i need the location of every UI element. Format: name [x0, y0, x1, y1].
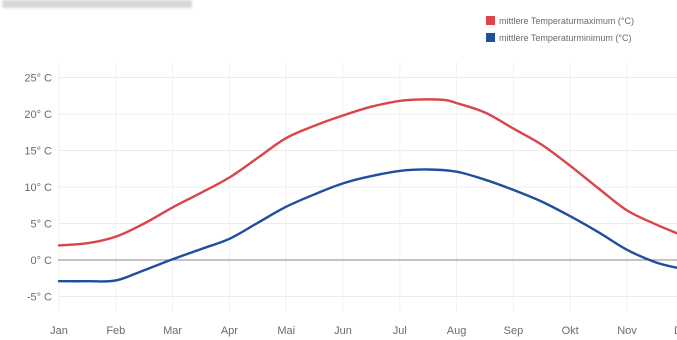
y-tick-label: 20° C [24, 109, 52, 121]
x-tick-label: Aug [447, 325, 467, 337]
x-tick-label: Dez [674, 325, 677, 337]
y-tick-label: 15° C [24, 146, 52, 158]
x-tick-label: Okt [562, 325, 579, 337]
x-tick-label: Mai [277, 325, 295, 337]
x-tick-label: Nov [617, 325, 637, 337]
legend-swatch-max [486, 16, 495, 25]
y-tick-label: -5° C [27, 292, 52, 304]
y-tick-label: 25° C [24, 73, 52, 85]
legend-item-max[interactable]: mittlere Temperaturmaximum (°C) [486, 12, 634, 29]
x-tick-label: Jan [50, 325, 68, 337]
y-tick-label: 5° C [30, 219, 52, 231]
y-tick-label: 0° C [30, 255, 52, 267]
legend-swatch-min [486, 33, 495, 42]
y-tick-label: 10° C [24, 182, 52, 194]
series-line-min [57, 168, 677, 283]
x-tick-label: Feb [106, 325, 125, 337]
x-tick-label: Jun [334, 325, 352, 337]
legend-item-min[interactable]: mittlere Temperaturminimum (°C) [486, 29, 634, 46]
x-tick-label: Jul [393, 325, 407, 337]
chart-title-placeholder [2, 0, 192, 8]
legend: mittlere Temperaturmaximum (°C) mittlere… [486, 12, 634, 46]
x-tick-label: Mar [163, 325, 182, 337]
series-line-max [57, 98, 677, 247]
x-tick-label: Apr [221, 325, 238, 337]
legend-label-max: mittlere Temperaturmaximum (°C) [499, 15, 634, 26]
legend-label-min: mittlere Temperaturminimum (°C) [499, 32, 632, 43]
x-tick-label: Sep [504, 325, 524, 337]
